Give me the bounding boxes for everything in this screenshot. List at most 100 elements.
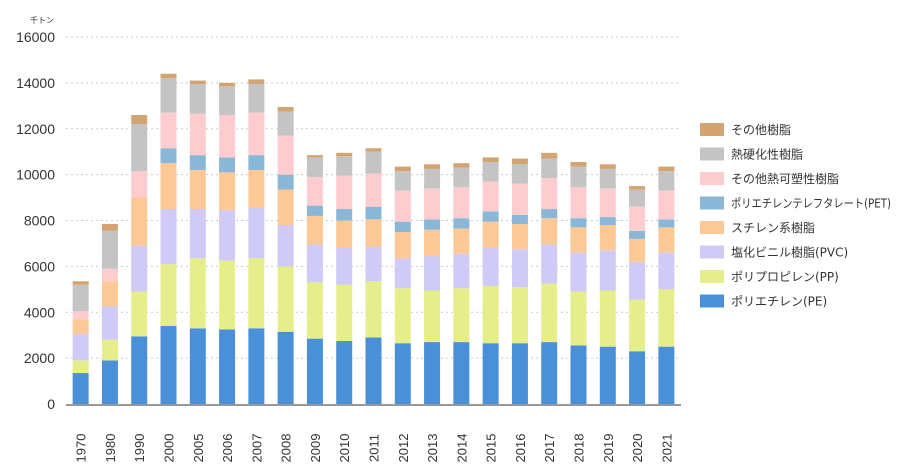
bar-segment bbox=[570, 252, 587, 292]
bar-segment bbox=[482, 248, 499, 286]
legend-swatch bbox=[700, 294, 724, 308]
bar-segment bbox=[453, 167, 470, 188]
x-tick-label: 2013 bbox=[425, 434, 440, 463]
x-tick-label: 1970 bbox=[74, 434, 89, 463]
bar-segment bbox=[160, 326, 177, 404]
bar-segment bbox=[336, 284, 353, 341]
y-tick-label: 12000 bbox=[16, 121, 55, 137]
bar-segment bbox=[248, 155, 265, 171]
bar-segment bbox=[658, 252, 675, 290]
bar-segment bbox=[72, 284, 89, 312]
bar-segment bbox=[160, 148, 177, 164]
bar-segment bbox=[599, 164, 616, 169]
bar-segment bbox=[365, 337, 382, 404]
bar-segment bbox=[394, 343, 411, 404]
bar-segment bbox=[394, 231, 411, 259]
bar-segment bbox=[277, 331, 294, 404]
bar-segment bbox=[424, 256, 441, 291]
bar-segment bbox=[365, 148, 382, 152]
y-tick-label: 2000 bbox=[24, 350, 55, 366]
x-tick-label: 2015 bbox=[484, 434, 499, 463]
bar-segment bbox=[306, 244, 323, 283]
bar-segment bbox=[541, 244, 558, 284]
bar-segment bbox=[570, 345, 587, 404]
bar-segment bbox=[541, 283, 558, 343]
bar-segment bbox=[541, 218, 558, 245]
bar-segment bbox=[306, 282, 323, 339]
bar-segment bbox=[453, 228, 470, 254]
y-axis-unit-label: 千トン bbox=[30, 15, 54, 25]
bar-segment bbox=[599, 188, 616, 218]
bar-segment bbox=[599, 250, 616, 291]
bar-segment bbox=[72, 373, 89, 404]
bar-segment bbox=[336, 220, 353, 249]
bar-segment bbox=[511, 287, 528, 344]
bar-segment bbox=[336, 175, 353, 210]
bar-segment bbox=[629, 186, 646, 190]
legend-label: その他樹脂 bbox=[731, 122, 791, 137]
y-tick-label: 6000 bbox=[24, 258, 55, 274]
bar-segment bbox=[658, 227, 675, 253]
bar-segment bbox=[629, 299, 646, 352]
bar-segment bbox=[658, 171, 675, 191]
bar-segment bbox=[336, 156, 353, 176]
bar-segment bbox=[394, 190, 411, 222]
bar-segment bbox=[511, 164, 528, 184]
y-tick-label: 14000 bbox=[16, 75, 55, 91]
bar-segment bbox=[248, 328, 265, 404]
bar-segment bbox=[453, 218, 470, 229]
bar-segment bbox=[365, 246, 382, 282]
bar-segment bbox=[482, 211, 499, 222]
y-tick-label: 10000 bbox=[16, 167, 55, 183]
bar-segment bbox=[101, 223, 118, 231]
bar-segment bbox=[219, 86, 236, 115]
bar-segment bbox=[511, 158, 528, 165]
bar-segment bbox=[482, 285, 499, 344]
bar-segment bbox=[541, 342, 558, 404]
bar-segment bbox=[629, 238, 646, 262]
x-tick-label: 2000 bbox=[162, 434, 177, 463]
bar-segment bbox=[189, 155, 206, 171]
bar-segment bbox=[365, 281, 382, 338]
bar-segment bbox=[658, 346, 675, 404]
bar-segment bbox=[424, 164, 441, 169]
bar-segment bbox=[101, 339, 118, 361]
x-tick-label: 2018 bbox=[572, 434, 587, 463]
x-tick-label: 2017 bbox=[542, 434, 557, 463]
bar-segment bbox=[248, 84, 265, 113]
bar-segment bbox=[131, 336, 148, 404]
bar-segment bbox=[219, 210, 236, 261]
bar-segment bbox=[482, 181, 499, 212]
bar-segment bbox=[336, 248, 353, 285]
bar-segment bbox=[277, 135, 294, 175]
bar-segment bbox=[394, 258, 411, 289]
bar-segment bbox=[511, 223, 528, 250]
bar-segment bbox=[570, 162, 587, 167]
bar-segment bbox=[219, 329, 236, 404]
bar-segment bbox=[160, 73, 177, 79]
bar-segment bbox=[599, 290, 616, 347]
bar-segment bbox=[306, 338, 323, 404]
bar-segment bbox=[160, 78, 177, 113]
bar-segment bbox=[131, 171, 148, 198]
bar-segment bbox=[394, 221, 411, 232]
bar-segment bbox=[277, 189, 294, 226]
bar-segment bbox=[424, 168, 441, 189]
bar-segment bbox=[629, 230, 646, 239]
bar-segment bbox=[658, 190, 675, 220]
legend-swatch bbox=[700, 245, 724, 259]
bar-segment bbox=[336, 340, 353, 404]
bar-segment bbox=[629, 189, 646, 207]
bar-segment bbox=[365, 173, 382, 207]
bar-segment bbox=[570, 291, 587, 346]
y-tick-label: 8000 bbox=[24, 213, 55, 229]
bar-segment bbox=[101, 230, 118, 269]
x-tick-label: 2009 bbox=[308, 434, 323, 463]
bar-segment bbox=[453, 288, 470, 343]
bar-segment bbox=[453, 342, 470, 404]
bar-segment bbox=[541, 152, 558, 159]
bar-segment bbox=[599, 225, 616, 251]
bar-segment bbox=[482, 221, 499, 249]
